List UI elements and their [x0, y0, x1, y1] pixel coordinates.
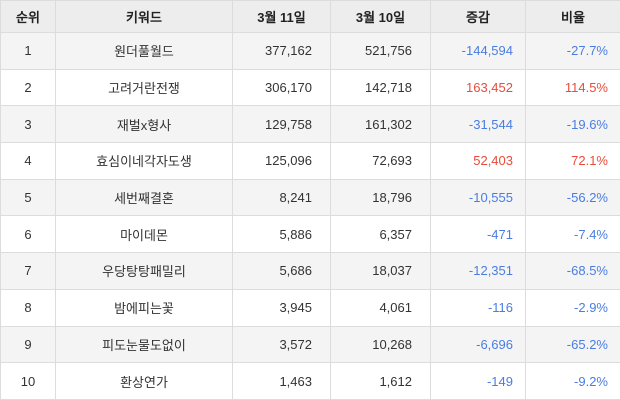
- rank-cell: 7: [0, 252, 56, 290]
- col-header-rank: 순위: [0, 0, 56, 33]
- day2-cell: 142,718: [330, 68, 431, 107]
- day2-cell: 18,796: [330, 178, 431, 217]
- col-header-keyword: 키워드: [55, 0, 233, 33]
- table-row: 9 피도눈물도없이 3,572 10,268 -6,696 -65.2%: [0, 325, 620, 364]
- ratio-cell: -56.2%: [525, 178, 620, 217]
- change-cell: -6,696: [430, 325, 526, 364]
- table-row: 7 우당탕탕패밀리 5,686 18,037 -12,351 -68.5%: [0, 252, 620, 290]
- ratio-cell: -2.9%: [525, 288, 620, 327]
- ratio-cell: -9.2%: [525, 362, 620, 400]
- col-header-day1: 3월 11일: [232, 0, 331, 33]
- day1-cell: 3,945: [232, 288, 331, 327]
- ratio-cell: -7.4%: [525, 215, 620, 254]
- day2-cell: 521,756: [330, 32, 431, 70]
- table-row: 8 밤에피는꽃 3,945 4,061 -116 -2.9%: [0, 288, 620, 327]
- ratio-cell: -27.7%: [525, 32, 620, 70]
- ratio-cell: 72.1%: [525, 142, 620, 180]
- day1-cell: 125,096: [232, 142, 331, 180]
- ratio-cell: -68.5%: [525, 252, 620, 290]
- ratio-cell: 114.5%: [525, 68, 620, 107]
- table-row: 5 세번째결혼 8,241 18,796 -10,555 -56.2%: [0, 178, 620, 217]
- rank-cell: 10: [0, 362, 56, 400]
- day1-cell: 1,463: [232, 362, 331, 400]
- day1-cell: 8,241: [232, 178, 331, 217]
- keyword-cell: 원더풀월드: [55, 32, 233, 70]
- table-header: 순위 키워드 3월 11일 3월 10일 증감 비율: [0, 0, 620, 33]
- keyword-cell: 밤에피는꽃: [55, 288, 233, 327]
- change-cell: -149: [430, 362, 526, 400]
- day2-cell: 18,037: [330, 252, 431, 290]
- keyword-cell: 마이데몬: [55, 215, 233, 254]
- change-cell: 52,403: [430, 142, 526, 180]
- rank-cell: 3: [0, 105, 56, 144]
- keyword-cell: 재벌x형사: [55, 105, 233, 144]
- day2-cell: 10,268: [330, 325, 431, 364]
- change-cell: -471: [430, 215, 526, 254]
- day1-cell: 5,886: [232, 215, 331, 254]
- change-cell: 163,452: [430, 68, 526, 107]
- day1-cell: 3,572: [232, 325, 331, 364]
- rank-cell: 6: [0, 215, 56, 254]
- rank-cell: 2: [0, 68, 56, 107]
- ratio-cell: -65.2%: [525, 325, 620, 364]
- table-row: 6 마이데몬 5,886 6,357 -471 -7.4%: [0, 215, 620, 254]
- col-header-ratio: 비율: [525, 0, 620, 33]
- rank-cell: 4: [0, 142, 56, 180]
- header-row: 순위 키워드 3월 11일 3월 10일 증감 비율: [0, 0, 620, 33]
- keyword-cell: 효심이네각자도생: [55, 142, 233, 180]
- change-cell: -12,351: [430, 252, 526, 290]
- rank-cell: 9: [0, 325, 56, 364]
- day2-cell: 1,612: [330, 362, 431, 400]
- rank-cell: 5: [0, 178, 56, 217]
- day1-cell: 306,170: [232, 68, 331, 107]
- day1-cell: 129,758: [232, 105, 331, 144]
- table-body: 1 원더풀월드 377,162 521,756 -144,594 -27.7% …: [0, 32, 620, 400]
- day1-cell: 377,162: [232, 32, 331, 70]
- ratio-cell: -19.6%: [525, 105, 620, 144]
- change-cell: -10,555: [430, 178, 526, 217]
- change-cell: -116: [430, 288, 526, 327]
- table-row: 4 효심이네각자도생 125,096 72,693 52,403 72.1%: [0, 142, 620, 180]
- keyword-cell: 고려거란전쟁: [55, 68, 233, 107]
- table-row: 1 원더풀월드 377,162 521,756 -144,594 -27.7%: [0, 32, 620, 70]
- table-row: 2 고려거란전쟁 306,170 142,718 163,452 114.5%: [0, 68, 620, 107]
- change-cell: -31,544: [430, 105, 526, 144]
- day2-cell: 4,061: [330, 288, 431, 327]
- col-header-change: 증감: [430, 0, 526, 33]
- col-header-day2: 3월 10일: [330, 0, 431, 33]
- table-row: 10 환상연가 1,463 1,612 -149 -9.2%: [0, 362, 620, 400]
- keyword-cell: 세번째결혼: [55, 178, 233, 217]
- day1-cell: 5,686: [232, 252, 331, 290]
- keyword-cell: 피도눈물도없이: [55, 325, 233, 364]
- day2-cell: 72,693: [330, 142, 431, 180]
- day2-cell: 161,302: [330, 105, 431, 144]
- keyword-cell: 우당탕탕패밀리: [55, 252, 233, 290]
- rank-cell: 8: [0, 288, 56, 327]
- keyword-cell: 환상연가: [55, 362, 233, 400]
- table-row: 3 재벌x형사 129,758 161,302 -31,544 -19.6%: [0, 105, 620, 144]
- day2-cell: 6,357: [330, 215, 431, 254]
- rank-cell: 1: [0, 32, 56, 70]
- change-cell: -144,594: [430, 32, 526, 70]
